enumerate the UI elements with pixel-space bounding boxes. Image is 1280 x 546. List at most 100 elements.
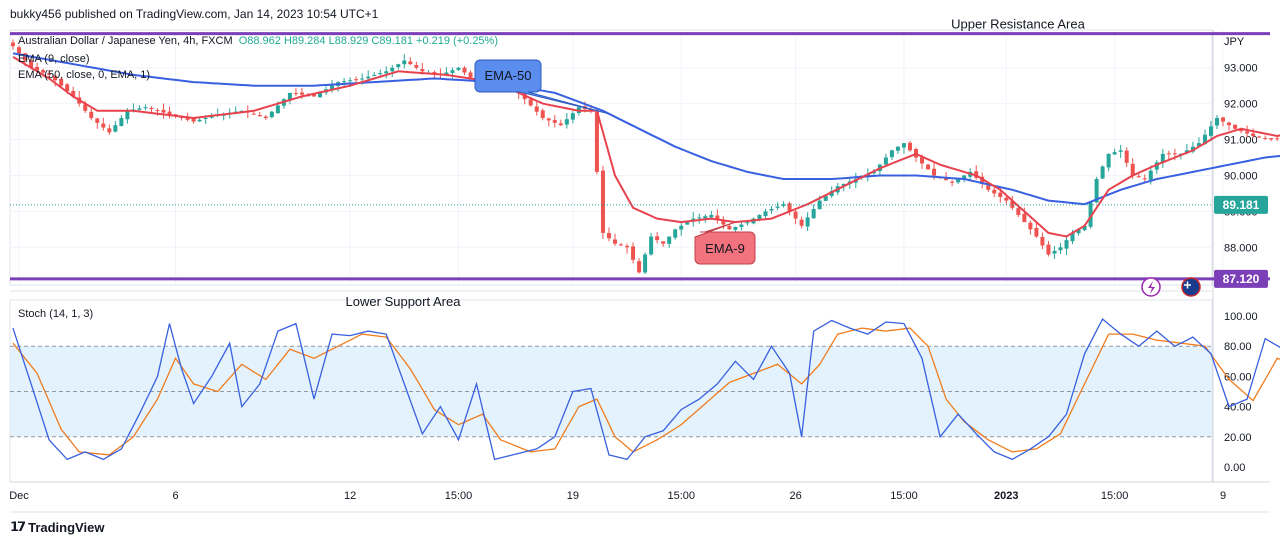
ema9-legend[interactable]: EMA (9, close) <box>18 53 90 65</box>
candle-body <box>841 183 846 187</box>
candle-body <box>655 236 660 241</box>
candle-body <box>35 66 40 71</box>
candle-body <box>414 64 419 68</box>
candle-body <box>71 90 76 97</box>
candle-body <box>703 216 708 219</box>
time-tick-label: 15:00 <box>445 490 473 502</box>
stoch-tick-label: 20.00 <box>1224 432 1252 444</box>
candle-body <box>546 118 551 121</box>
candle-body <box>775 206 780 208</box>
candle-body <box>390 67 395 72</box>
candle-body <box>534 106 539 112</box>
candle-body <box>197 119 202 122</box>
candle-body <box>29 60 34 68</box>
candle-body <box>251 113 256 115</box>
candle-body <box>901 143 906 148</box>
candle-body <box>980 176 985 184</box>
candle-body <box>673 229 678 238</box>
candle-body <box>1022 213 1027 223</box>
candle-body <box>992 189 997 194</box>
candle-body <box>998 192 1003 198</box>
candle-body <box>679 225 684 230</box>
candle-body <box>191 118 196 122</box>
candle-body <box>11 42 15 47</box>
time-tick-label: 15:00 <box>667 490 695 502</box>
ema50-callout-box <box>474 59 610 115</box>
candle-body <box>468 72 473 78</box>
candle-body <box>318 92 323 98</box>
candle-body <box>263 116 268 118</box>
candle-body <box>715 215 720 220</box>
candle-body <box>1275 138 1280 140</box>
candle-body <box>1269 138 1274 140</box>
candle-body <box>606 233 611 239</box>
ema50-legend[interactable]: EMA (50, close, 0, EMA, 1) <box>18 69 151 81</box>
candle-body <box>95 118 100 123</box>
candle-body <box>1251 133 1256 136</box>
candle-body <box>89 111 94 118</box>
candle-body <box>1094 179 1099 203</box>
candle-body <box>805 217 810 227</box>
candle-body <box>312 94 316 97</box>
candle-body <box>889 150 894 158</box>
candle-body <box>613 239 617 244</box>
candle-body <box>1130 163 1135 176</box>
candle-body <box>1136 176 1141 178</box>
candle-body <box>1112 152 1117 155</box>
candle-body <box>125 110 130 120</box>
candle-body <box>709 214 714 218</box>
time-tick-label: 2023 <box>994 490 1018 502</box>
symbol-name: Australian Dollar / Japanese Yen, 4h, FX… <box>18 35 233 47</box>
ema9-line <box>12 56 1280 238</box>
candle-body <box>444 72 449 76</box>
candle-body <box>1004 197 1009 201</box>
candle-body <box>1142 178 1147 180</box>
candle-body <box>113 125 118 132</box>
candle-body <box>619 244 624 246</box>
candle-body <box>799 219 804 226</box>
stoch-tick-label: 0.00 <box>1224 462 1245 474</box>
candle-body <box>203 117 208 119</box>
price-tick-label: 90.000 <box>1224 170 1258 182</box>
candle-body <box>1221 117 1226 122</box>
candle-body <box>757 214 762 220</box>
stoch-legend[interactable]: Stoch (14, 1, 3) <box>18 308 94 320</box>
candle-body <box>1070 232 1075 242</box>
candle-body <box>167 111 172 115</box>
candle-body <box>631 246 636 260</box>
candle-body <box>378 73 383 75</box>
currency-label: JPY <box>1224 36 1245 48</box>
candle-body <box>540 110 545 118</box>
candle-body <box>402 60 407 65</box>
candle-body <box>1118 150 1123 152</box>
candle-body <box>107 128 112 133</box>
candle-body <box>907 142 912 151</box>
lightning-icon-glyph <box>1148 281 1155 294</box>
candle-body <box>727 225 732 230</box>
candle-body <box>185 117 190 120</box>
stoch-d-line <box>12 327 1280 456</box>
price-tick-label: 93.000 <box>1224 63 1258 75</box>
candle-body <box>600 170 605 233</box>
candle-body <box>895 146 900 151</box>
time-tick-label: 12 <box>344 490 356 502</box>
candle-body <box>1166 153 1171 155</box>
candle-body <box>661 241 666 244</box>
candle-body <box>811 208 816 219</box>
time-tick-label: 15:00 <box>890 490 918 502</box>
candle-body <box>1088 202 1093 227</box>
candle-body <box>697 217 702 219</box>
symbol-legend[interactable]: Australian Dollar / Japanese Yen, 4h, FX… <box>18 35 498 47</box>
candle-body <box>65 84 70 92</box>
candle-body <box>721 220 726 225</box>
candle-body <box>1082 225 1087 231</box>
price-tick-label: 91.000 <box>1224 135 1258 147</box>
candle-body <box>956 179 961 183</box>
candle-body <box>47 73 52 75</box>
candle-body <box>643 254 648 273</box>
candle-body <box>769 208 774 211</box>
candle-body <box>823 195 828 201</box>
candle-body <box>143 107 148 109</box>
